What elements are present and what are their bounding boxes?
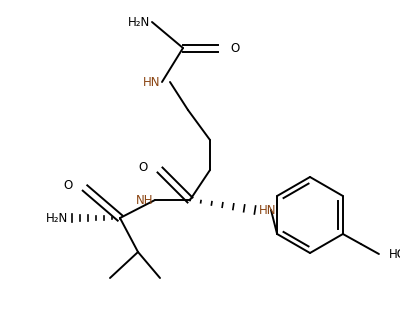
Text: NH: NH bbox=[136, 194, 153, 206]
Text: H₂N: H₂N bbox=[46, 212, 68, 224]
Text: HN: HN bbox=[259, 204, 276, 216]
Text: O: O bbox=[139, 160, 148, 174]
Text: HN: HN bbox=[142, 75, 160, 89]
Text: O: O bbox=[230, 42, 239, 54]
Text: O: O bbox=[64, 178, 73, 192]
Text: H₂N: H₂N bbox=[128, 15, 150, 29]
Text: HO: HO bbox=[389, 248, 400, 260]
